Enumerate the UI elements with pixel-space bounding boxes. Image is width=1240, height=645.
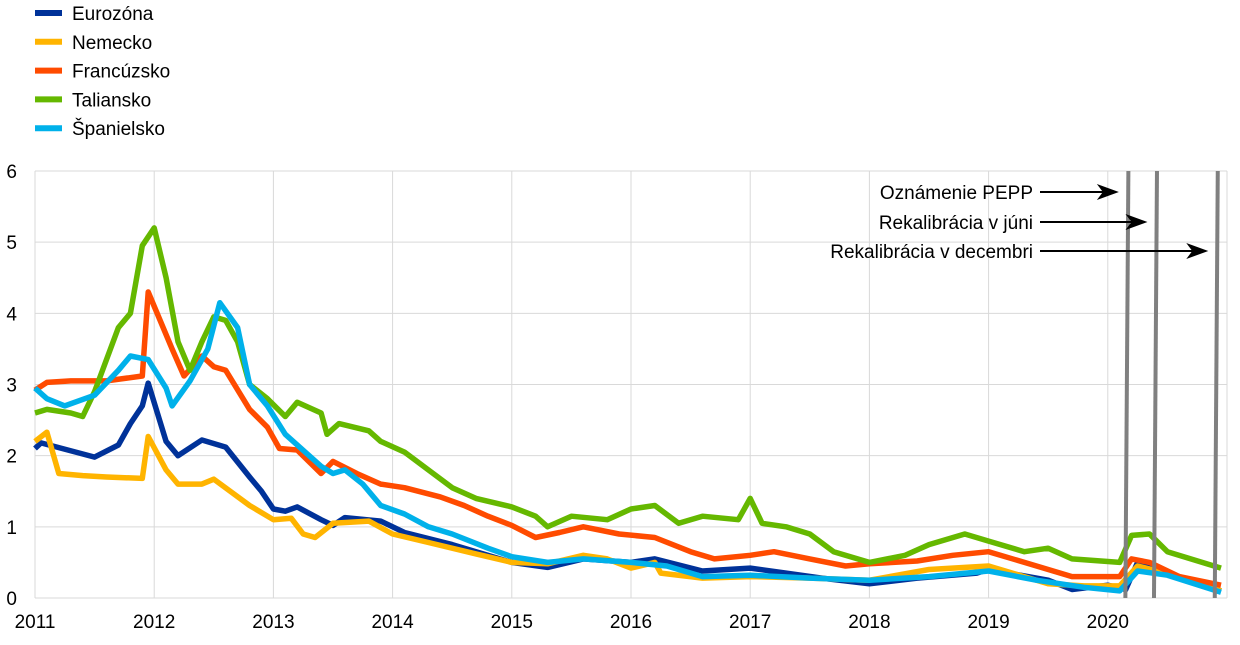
x-tick-label: 2011 bbox=[15, 612, 56, 633]
arrow-head-icon bbox=[1125, 214, 1148, 230]
x-tick-label: 2015 bbox=[491, 612, 533, 633]
annotation-label: Rekalibrácia v júni bbox=[879, 213, 1033, 234]
event-line bbox=[1212, 170, 1220, 599]
x-tick-label: 2019 bbox=[967, 612, 1009, 633]
annotation-label: Rekalibrácia v decembri bbox=[830, 242, 1033, 263]
x-tick-label: 2016 bbox=[610, 612, 652, 633]
y-tick-label: 5 bbox=[6, 233, 17, 254]
legend: Eurozóna Nemecko Francúzsko Taliansko Španie… bbox=[35, 4, 170, 140]
y-tick-label: 4 bbox=[6, 304, 17, 325]
x-tick-label: 2013 bbox=[252, 612, 294, 633]
x-tick-label: 2017 bbox=[729, 612, 771, 633]
x-tick-label: 2018 bbox=[848, 612, 890, 633]
y-axis: 0 1 2 3 4 5 6 bbox=[6, 162, 17, 610]
x-tick-label: 2014 bbox=[371, 612, 414, 633]
arrow-head-icon bbox=[1186, 243, 1209, 259]
y-tick-label: 3 bbox=[6, 376, 17, 397]
series-line-4 bbox=[34, 225, 1222, 571]
event-lines bbox=[1123, 170, 1220, 599]
legend-label: Nemecko bbox=[72, 33, 152, 54]
legend-label: Eurozóna bbox=[72, 4, 154, 25]
y-tick-label: 6 bbox=[6, 162, 17, 183]
legend-label: Taliansko bbox=[72, 90, 151, 111]
x-tick-label: 2012 bbox=[133, 612, 175, 633]
x-tick-label: 2020 bbox=[1087, 612, 1129, 633]
series-line-5 bbox=[33, 299, 1222, 595]
y-tick-label: 1 bbox=[6, 518, 17, 539]
y-tick-label: 2 bbox=[6, 447, 17, 468]
legend-label: Francúzsko bbox=[72, 62, 170, 83]
event-line bbox=[1151, 170, 1159, 599]
series-lines bbox=[33, 225, 1222, 595]
event-line bbox=[1123, 170, 1131, 599]
grid bbox=[34, 170, 1228, 599]
annotation-label: Oznámenie PEPP bbox=[880, 183, 1033, 204]
arrow-head-icon bbox=[1096, 184, 1119, 200]
x-axis: 2011 2012 2013 2014 2015 2016 2017 2018 2019 2020 bbox=[15, 612, 1129, 633]
y-tick-label: 0 bbox=[6, 589, 17, 610]
series-line-2 bbox=[33, 429, 1222, 594]
legend-label: Španielsko bbox=[72, 118, 165, 140]
annotations: Oznámenie PEPP Rekalibrácia v júni Rekalib… bbox=[830, 183, 1209, 263]
